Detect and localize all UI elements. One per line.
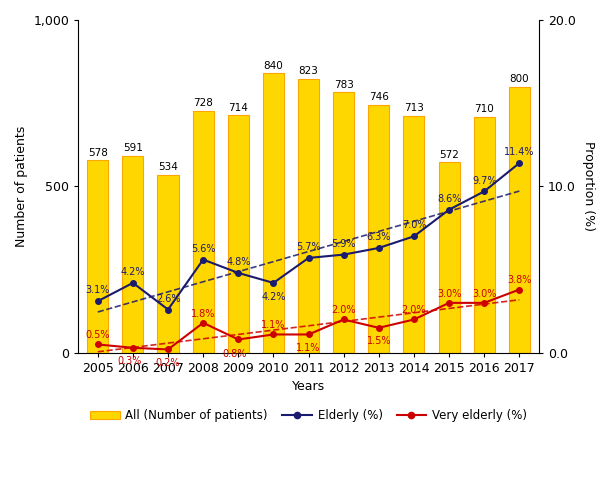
Text: 9.7%: 9.7%	[472, 176, 497, 186]
Text: 572: 572	[439, 150, 459, 160]
Text: 1.1%: 1.1%	[261, 320, 285, 330]
Bar	[333, 92, 354, 353]
Text: 710: 710	[475, 104, 494, 114]
Bar	[403, 115, 425, 353]
Bar	[228, 115, 249, 353]
Text: 2.0%: 2.0%	[331, 305, 356, 315]
Text: 7.0%: 7.0%	[402, 221, 426, 231]
Text: 4.2%: 4.2%	[261, 292, 285, 302]
Text: 1.1%: 1.1%	[296, 343, 321, 353]
Text: 3.8%: 3.8%	[507, 275, 531, 285]
Bar	[123, 156, 143, 353]
Bar	[368, 104, 389, 353]
Text: 0.5%: 0.5%	[85, 330, 110, 340]
X-axis label: Years: Years	[292, 380, 325, 393]
Text: 5.7%: 5.7%	[296, 242, 321, 252]
Bar	[439, 163, 459, 353]
Y-axis label: Proportion (%): Proportion (%)	[582, 141, 595, 232]
Text: 823: 823	[299, 66, 318, 76]
Text: 840: 840	[264, 60, 283, 70]
Text: 3.0%: 3.0%	[437, 289, 461, 299]
Text: 1.5%: 1.5%	[367, 336, 391, 346]
Text: 4.2%: 4.2%	[121, 267, 145, 277]
Text: 591: 591	[123, 143, 143, 154]
Text: 5.6%: 5.6%	[191, 244, 215, 254]
Text: 746: 746	[369, 92, 389, 102]
Text: 800: 800	[509, 74, 529, 84]
Y-axis label: Number of patients: Number of patients	[15, 126, 28, 247]
Text: 1.8%: 1.8%	[191, 309, 215, 319]
Text: 2.0%: 2.0%	[402, 305, 426, 315]
Text: 0.3%: 0.3%	[117, 356, 142, 366]
Text: 3.1%: 3.1%	[85, 285, 110, 295]
Bar	[298, 79, 319, 353]
Text: 0.2%: 0.2%	[156, 358, 181, 368]
Text: 6.3%: 6.3%	[367, 232, 391, 242]
Text: 713: 713	[404, 103, 424, 113]
Text: 2.6%: 2.6%	[156, 294, 181, 304]
Text: 8.6%: 8.6%	[437, 194, 461, 204]
Bar	[509, 86, 530, 353]
Text: 5.9%: 5.9%	[331, 239, 356, 249]
Text: 3.0%: 3.0%	[472, 289, 497, 299]
Text: 728: 728	[193, 98, 213, 108]
Text: 534: 534	[158, 162, 178, 173]
Legend: All (Number of patients), Elderly (%), Very elderly (%): All (Number of patients), Elderly (%), V…	[85, 404, 532, 427]
Bar	[157, 175, 179, 353]
Bar	[193, 110, 213, 353]
Bar	[473, 116, 495, 353]
Text: 4.8%: 4.8%	[226, 257, 251, 267]
Bar	[263, 73, 284, 353]
Text: 578: 578	[88, 148, 108, 158]
Text: 714: 714	[228, 102, 248, 112]
Bar	[87, 161, 109, 353]
Text: 11.4%: 11.4%	[504, 147, 534, 157]
Text: 0.8%: 0.8%	[223, 349, 247, 359]
Text: 783: 783	[334, 79, 354, 89]
